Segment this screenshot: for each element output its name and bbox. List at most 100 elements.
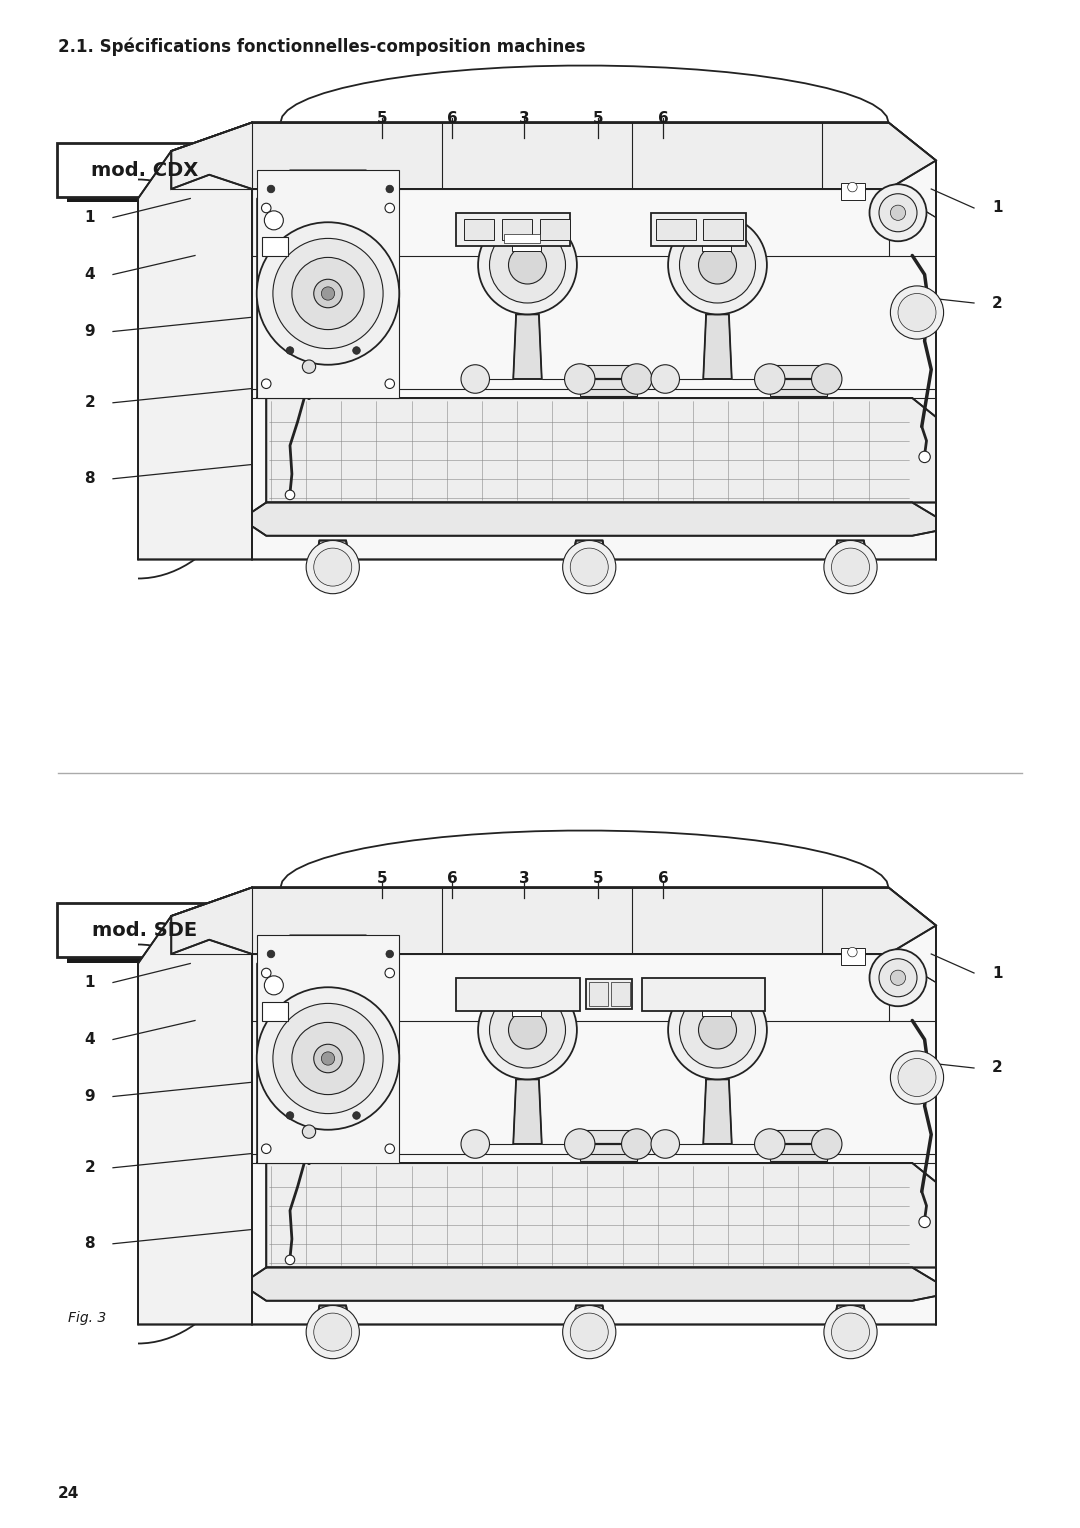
Text: 2.1. Spécifications fonctionnelles-composition machines: 2.1. Spécifications fonctionnelles-compo… bbox=[58, 38, 585, 57]
Circle shape bbox=[669, 215, 767, 315]
Text: 6: 6 bbox=[658, 112, 669, 125]
Polygon shape bbox=[572, 1305, 606, 1326]
Circle shape bbox=[897, 293, 936, 332]
Circle shape bbox=[273, 238, 383, 348]
FancyBboxPatch shape bbox=[67, 148, 244, 202]
FancyBboxPatch shape bbox=[67, 909, 244, 963]
Circle shape bbox=[523, 234, 532, 243]
Bar bbox=[456, 212, 570, 246]
Circle shape bbox=[848, 182, 858, 193]
Polygon shape bbox=[172, 888, 936, 953]
Polygon shape bbox=[252, 1268, 936, 1300]
Circle shape bbox=[756, 365, 784, 393]
Circle shape bbox=[509, 246, 546, 284]
Polygon shape bbox=[252, 122, 936, 559]
Circle shape bbox=[273, 1004, 383, 1114]
Bar bbox=[540, 220, 570, 240]
Text: 8: 8 bbox=[84, 1236, 95, 1251]
Text: 5: 5 bbox=[377, 112, 388, 125]
Circle shape bbox=[353, 1112, 361, 1120]
Circle shape bbox=[261, 1144, 271, 1154]
Text: 1: 1 bbox=[993, 200, 1002, 215]
Text: 1: 1 bbox=[993, 966, 1002, 981]
Circle shape bbox=[386, 185, 393, 193]
Circle shape bbox=[563, 541, 616, 594]
Polygon shape bbox=[770, 1129, 827, 1161]
Circle shape bbox=[566, 365, 594, 393]
Circle shape bbox=[261, 203, 271, 212]
Circle shape bbox=[302, 361, 315, 373]
Bar bbox=[651, 212, 746, 246]
Circle shape bbox=[261, 969, 271, 978]
Circle shape bbox=[669, 981, 767, 1079]
Text: 6: 6 bbox=[447, 871, 457, 886]
Circle shape bbox=[919, 1216, 930, 1227]
Bar bbox=[590, 981, 608, 1007]
Circle shape bbox=[565, 364, 595, 394]
Circle shape bbox=[322, 287, 335, 299]
Circle shape bbox=[286, 347, 294, 354]
Circle shape bbox=[353, 347, 361, 354]
Text: 3: 3 bbox=[518, 112, 529, 125]
Circle shape bbox=[509, 1012, 546, 1050]
Circle shape bbox=[897, 1059, 936, 1097]
Text: 4: 4 bbox=[84, 267, 95, 283]
Circle shape bbox=[489, 228, 566, 303]
Text: 2: 2 bbox=[84, 396, 95, 410]
Circle shape bbox=[302, 1125, 315, 1138]
Circle shape bbox=[713, 234, 723, 243]
Polygon shape bbox=[513, 315, 542, 379]
Text: 2: 2 bbox=[993, 295, 1002, 310]
Polygon shape bbox=[252, 503, 936, 536]
Circle shape bbox=[523, 999, 532, 1008]
Circle shape bbox=[306, 541, 360, 594]
Circle shape bbox=[622, 1129, 652, 1160]
Polygon shape bbox=[834, 541, 867, 561]
Circle shape bbox=[384, 203, 394, 212]
Circle shape bbox=[292, 257, 364, 330]
Text: 1: 1 bbox=[84, 209, 95, 225]
Bar bbox=[261, 1001, 288, 1021]
Circle shape bbox=[824, 541, 877, 594]
Polygon shape bbox=[703, 1079, 732, 1144]
Polygon shape bbox=[572, 541, 606, 561]
Circle shape bbox=[478, 981, 577, 1079]
Circle shape bbox=[566, 1129, 594, 1158]
Bar bbox=[512, 234, 541, 251]
Bar bbox=[503, 234, 540, 243]
Circle shape bbox=[285, 1254, 295, 1265]
Text: 5: 5 bbox=[377, 871, 388, 886]
Circle shape bbox=[879, 958, 917, 996]
Polygon shape bbox=[315, 1305, 350, 1326]
Text: 3: 3 bbox=[518, 871, 529, 886]
Circle shape bbox=[570, 1313, 608, 1351]
Polygon shape bbox=[703, 315, 732, 379]
Bar bbox=[257, 935, 400, 1163]
Polygon shape bbox=[580, 1129, 637, 1161]
Text: 6: 6 bbox=[658, 871, 669, 886]
Circle shape bbox=[622, 364, 652, 394]
Circle shape bbox=[890, 970, 906, 986]
Text: 1: 1 bbox=[84, 975, 95, 990]
Circle shape bbox=[563, 1305, 616, 1358]
Polygon shape bbox=[513, 1079, 542, 1144]
Text: 6: 6 bbox=[447, 112, 457, 125]
Text: 2: 2 bbox=[993, 1060, 1002, 1076]
Circle shape bbox=[919, 451, 930, 463]
Bar bbox=[642, 978, 765, 1012]
Circle shape bbox=[756, 1129, 784, 1158]
Bar bbox=[841, 949, 865, 966]
Circle shape bbox=[292, 1022, 364, 1094]
Circle shape bbox=[461, 1129, 489, 1158]
Circle shape bbox=[869, 949, 927, 1007]
Polygon shape bbox=[252, 888, 936, 1325]
Circle shape bbox=[314, 280, 342, 307]
Text: 9: 9 bbox=[84, 324, 95, 339]
Text: 24: 24 bbox=[58, 1485, 79, 1500]
Bar bbox=[586, 979, 632, 1008]
Text: mod. SDE: mod. SDE bbox=[93, 920, 198, 940]
Circle shape bbox=[811, 364, 842, 394]
Circle shape bbox=[314, 1313, 352, 1351]
Circle shape bbox=[265, 211, 283, 229]
Bar bbox=[261, 237, 288, 255]
